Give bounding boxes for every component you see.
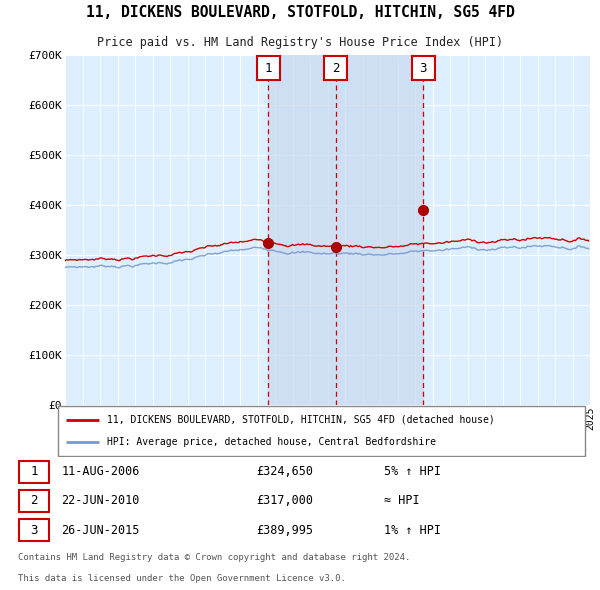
- Text: 1: 1: [31, 466, 38, 478]
- Text: 11, DICKENS BOULEVARD, STOTFOLD, HITCHIN, SG5 4FD: 11, DICKENS BOULEVARD, STOTFOLD, HITCHIN…: [86, 5, 514, 19]
- Text: Price paid vs. HM Land Registry's House Price Index (HPI): Price paid vs. HM Land Registry's House …: [97, 37, 503, 50]
- Text: £324,650: £324,650: [256, 466, 313, 478]
- FancyBboxPatch shape: [19, 519, 49, 540]
- Text: This data is licensed under the Open Government Licence v3.0.: This data is licensed under the Open Gov…: [18, 574, 346, 584]
- Text: 22-JUN-2010: 22-JUN-2010: [61, 494, 140, 507]
- Text: 1: 1: [265, 62, 272, 75]
- Text: 1% ↑ HPI: 1% ↑ HPI: [385, 523, 442, 536]
- FancyBboxPatch shape: [19, 461, 49, 483]
- Text: ≈ HPI: ≈ HPI: [385, 494, 420, 507]
- Text: Contains HM Land Registry data © Crown copyright and database right 2024.: Contains HM Land Registry data © Crown c…: [18, 553, 410, 562]
- Text: 3: 3: [419, 62, 427, 75]
- Text: 26-JUN-2015: 26-JUN-2015: [61, 523, 140, 536]
- Text: HPI: Average price, detached house, Central Bedfordshire: HPI: Average price, detached house, Cent…: [107, 437, 436, 447]
- FancyBboxPatch shape: [58, 406, 584, 456]
- Text: £317,000: £317,000: [256, 494, 313, 507]
- FancyBboxPatch shape: [19, 490, 49, 512]
- Text: 11, DICKENS BOULEVARD, STOTFOLD, HITCHIN, SG5 4FD (detached house): 11, DICKENS BOULEVARD, STOTFOLD, HITCHIN…: [107, 415, 494, 425]
- Text: 5% ↑ HPI: 5% ↑ HPI: [385, 466, 442, 478]
- Text: 2: 2: [332, 62, 340, 75]
- Text: £389,995: £389,995: [256, 523, 313, 536]
- Text: 2: 2: [31, 494, 38, 507]
- Text: 11-AUG-2006: 11-AUG-2006: [61, 466, 140, 478]
- Bar: [268, 55, 424, 405]
- Text: 3: 3: [31, 523, 38, 536]
